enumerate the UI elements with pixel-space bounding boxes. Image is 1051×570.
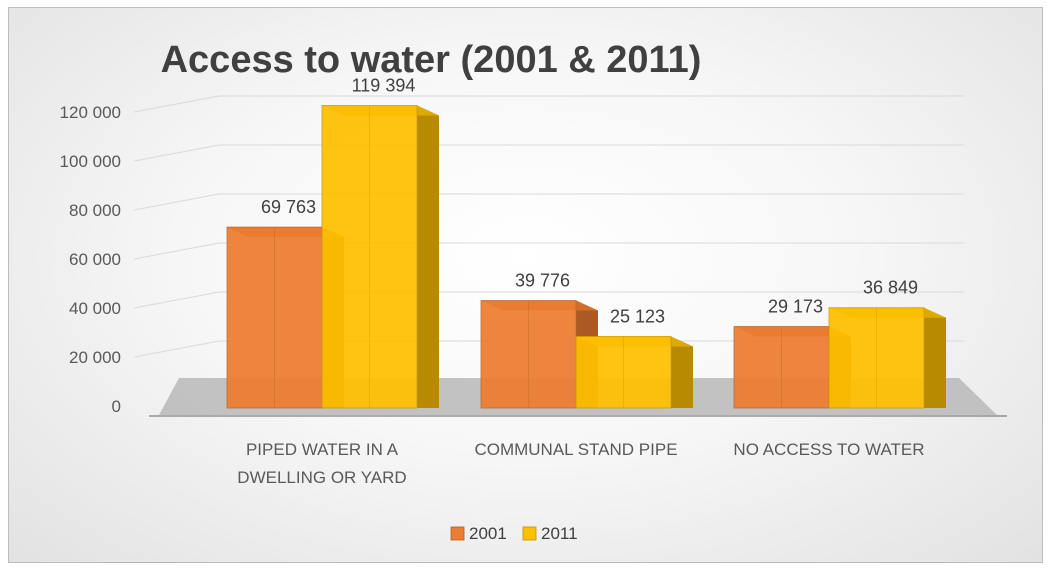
gridline-diag (133, 95, 220, 113)
y-tick-label: 60 000 (69, 250, 121, 269)
y-tick-label: 100 000 (60, 152, 121, 171)
bar-side (924, 307, 946, 408)
y-tick-label: 0 (112, 397, 121, 416)
chart-area: Access to water (2001 & 2011) 0 20 000 40 … (8, 7, 1043, 563)
x-category-label: NO ACCESS TO WATER (733, 440, 924, 459)
data-labels: 69 763 119 394 39 776 25 123 29 173 36 849 (261, 75, 918, 326)
legend-label-2011: 2011 (541, 524, 578, 543)
data-label: 119 394 (352, 75, 416, 95)
gridline-diag (133, 242, 220, 260)
data-label: 69 763 (261, 197, 316, 217)
x-category-label: PIPED WATER IN A (246, 440, 399, 459)
y-tick-label: 20 000 (69, 348, 121, 367)
bar-side (417, 105, 439, 408)
bar-2011-2 (828, 307, 946, 409)
y-axis-ticks: 0 20 000 40 000 60 000 80 000 100 000 120 000 (60, 103, 121, 416)
y-tick-label: 80 000 (69, 201, 121, 220)
y-tick-label: 40 000 (69, 299, 121, 318)
x-axis-categories: PIPED WATER IN A DWELLING OR YARD COMMUNAL… (237, 440, 924, 487)
chart-title: Access to water (2001 & 2011) (161, 39, 702, 81)
y-tick-label: 120 000 (60, 103, 121, 122)
data-label: 25 123 (610, 306, 665, 326)
gridline-diag (133, 193, 220, 211)
gridline-diag (133, 144, 220, 162)
legend-swatch-2011 (522, 526, 537, 541)
x-category-label: DWELLING OR YARD (237, 468, 406, 487)
bars (226, 105, 946, 409)
bar-2011-0 (321, 105, 439, 409)
legend-swatch-2001 (450, 526, 465, 541)
legend-label-2001: 2001 (469, 524, 507, 543)
data-label: 29 173 (768, 297, 823, 317)
gridline-diag (133, 340, 220, 358)
bar-2011-1 (575, 336, 693, 409)
data-label: 39 776 (515, 271, 570, 291)
gridline-diag (133, 291, 220, 309)
chart-svg: Access to water (2001 & 2011) 0 20 000 40 … (60, 39, 1007, 543)
legend: 2001 2011 (450, 524, 578, 543)
x-category-label: COMMUNAL STAND PIPE (474, 440, 677, 459)
data-label: 36 849 (863, 278, 918, 298)
bar-side (671, 336, 693, 408)
